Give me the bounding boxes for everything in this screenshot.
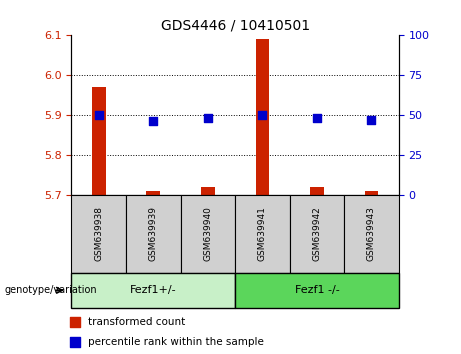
Bar xyxy=(92,87,106,195)
Text: transformed count: transformed count xyxy=(88,317,185,327)
Text: GSM639940: GSM639940 xyxy=(203,206,213,261)
Point xyxy=(259,112,266,118)
Text: percentile rank within the sample: percentile rank within the sample xyxy=(88,337,264,348)
Bar xyxy=(344,195,399,273)
Text: GSM639941: GSM639941 xyxy=(258,206,267,261)
Bar xyxy=(71,273,235,308)
Point xyxy=(368,117,375,123)
Point xyxy=(261,35,269,41)
Text: GSM639943: GSM639943 xyxy=(367,206,376,261)
Bar xyxy=(147,191,160,195)
Bar xyxy=(181,195,235,273)
Bar xyxy=(126,195,181,273)
Title: GDS4446 / 10410501: GDS4446 / 10410501 xyxy=(160,19,310,33)
Bar xyxy=(310,187,324,195)
Point xyxy=(204,115,212,121)
Point xyxy=(95,112,102,118)
Text: Fezf1+/-: Fezf1+/- xyxy=(130,285,177,295)
Text: Fezf1 -/-: Fezf1 -/- xyxy=(295,285,339,295)
Bar xyxy=(255,39,269,195)
Bar xyxy=(235,195,290,273)
Text: GSM639938: GSM639938 xyxy=(94,206,103,261)
Bar xyxy=(290,195,344,273)
Point xyxy=(313,115,321,121)
Text: genotype/variation: genotype/variation xyxy=(5,285,97,295)
Point xyxy=(261,224,269,229)
Point xyxy=(149,119,157,124)
Text: GSM639939: GSM639939 xyxy=(149,206,158,261)
Bar xyxy=(235,273,399,308)
Bar xyxy=(71,195,126,273)
Bar xyxy=(201,187,215,195)
Text: GSM639942: GSM639942 xyxy=(313,206,321,261)
Bar xyxy=(365,191,378,195)
